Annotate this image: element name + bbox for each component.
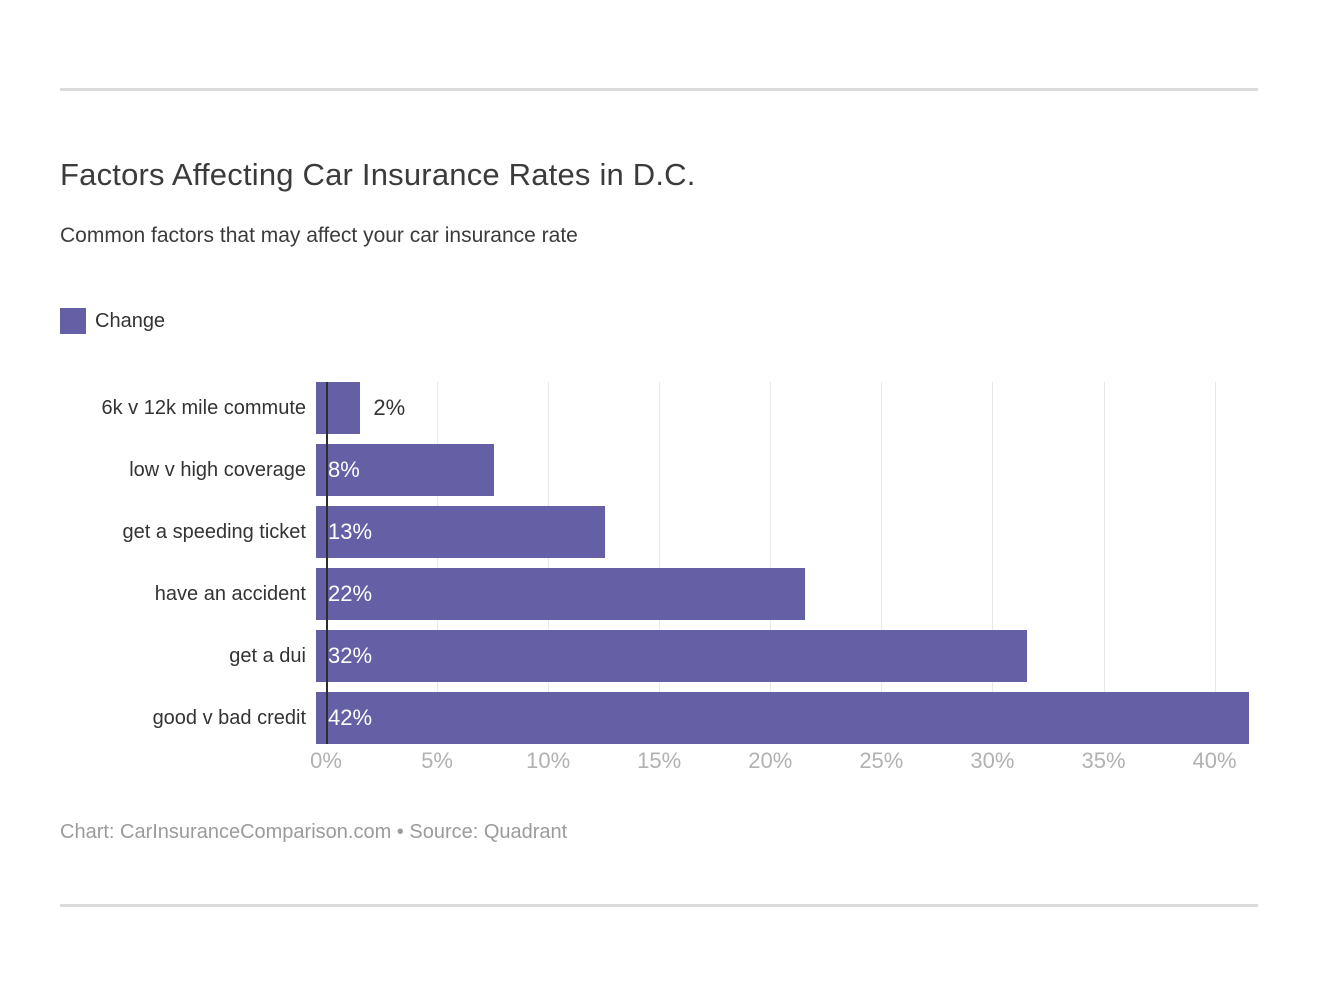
bar-row: good v bad credit 42%: [60, 692, 1259, 744]
x-axis-tick-labels: 0% 5% 10% 15% 20% 25% 30% 35% 40%: [310, 748, 1259, 778]
gridline: [437, 382, 439, 744]
category-label: have an accident: [154, 582, 306, 605]
chart-title: Factors Affecting Car Insurance Rates in…: [60, 157, 696, 192]
bar-value-label: 8%: [328, 457, 360, 482]
bar[interactable]: 13%: [316, 506, 605, 558]
gridline: [881, 382, 883, 744]
zero-axis-line: [326, 382, 328, 744]
gridline: [548, 382, 550, 744]
gridline: [659, 382, 661, 744]
category-label: low v high coverage: [129, 458, 306, 481]
x-tick-label: 35%: [1081, 748, 1126, 773]
bar-value-label: 2%: [373, 395, 406, 420]
bar-value-label: 22%: [328, 581, 373, 606]
source-attribution: Chart: CarInsuranceComparison.com • Sour…: [60, 821, 568, 843]
category-label: get a speeding ticket: [122, 520, 306, 543]
legend-label: Change: [95, 309, 166, 332]
category-label: get a dui: [229, 644, 306, 667]
x-tick-label: 30%: [970, 748, 1015, 773]
bar-value-label: 42%: [328, 705, 373, 730]
chart-subtitle: Common factors that may affect your car …: [60, 224, 578, 247]
plot-gridlines: [326, 382, 1259, 744]
bar-track: 22%: [316, 568, 1249, 620]
gridline: [770, 382, 772, 744]
bar-value-label: 13%: [328, 519, 373, 544]
bar-track: 42%: [316, 692, 1249, 744]
legend: Change: [60, 308, 165, 334]
bar-track: 32%: [316, 630, 1249, 682]
x-tick-label: 40%: [1192, 748, 1237, 773]
gridline: [1103, 382, 1105, 744]
legend-color-swatch: [60, 308, 86, 334]
bottom-divider-rule: [60, 904, 1258, 907]
bar-row: 6k v 12k mile commute 2%: [60, 382, 1259, 434]
x-tick-label: 25%: [859, 748, 904, 773]
bar-value-label: 32%: [328, 643, 373, 668]
bar-chart: 6k v 12k mile commute 2% low v high covera…: [60, 382, 1259, 782]
x-tick-label: 20%: [748, 748, 793, 773]
bar-rows: 6k v 12k mile commute 2% low v high covera…: [60, 382, 1259, 744]
category-label: 6k v 12k mile commute: [101, 396, 306, 419]
bar[interactable]: 8%: [316, 444, 494, 496]
bar-row: have an accident 22%: [60, 568, 1259, 620]
gridline: [992, 382, 994, 744]
gridline: [1214, 382, 1216, 744]
bar[interactable]: 32%: [316, 630, 1027, 682]
x-tick-label: 0%: [310, 748, 342, 773]
x-tick-label: 15%: [637, 748, 682, 773]
bar[interactable]: [316, 382, 361, 434]
x-tick-label: 10%: [526, 748, 571, 773]
bar-track: 2%: [316, 382, 1249, 434]
bar-track: 8%: [316, 444, 1249, 496]
bar-row: get a dui 32%: [60, 630, 1259, 682]
category-label: good v bad credit: [152, 706, 306, 729]
bar-row: low v high coverage 8%: [60, 444, 1259, 496]
top-divider-rule: [60, 88, 1258, 91]
bar[interactable]: 22%: [316, 568, 805, 620]
bar-track: 13%: [316, 506, 1249, 558]
x-tick-label: 5%: [421, 748, 453, 773]
bar[interactable]: 42%: [316, 692, 1249, 744]
bar-row: get a speeding ticket 13%: [60, 506, 1259, 558]
